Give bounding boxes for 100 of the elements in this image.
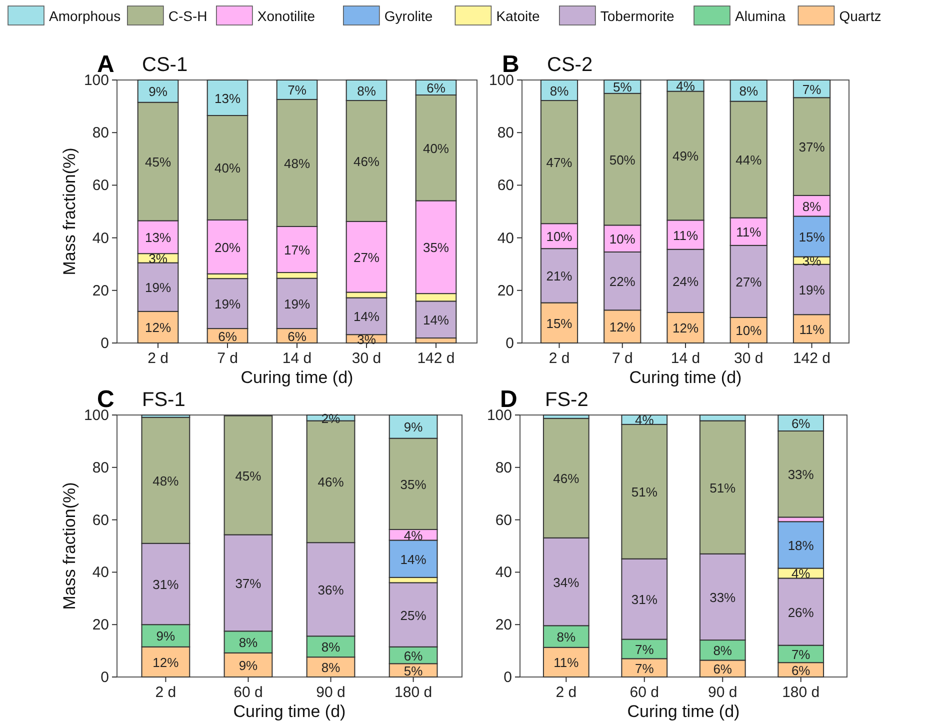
data-label: 9% xyxy=(238,658,258,673)
data-label: 9% xyxy=(404,420,424,435)
data-label: 48% xyxy=(284,156,310,171)
data-label: 15% xyxy=(546,316,573,331)
legend-label: Tobermorite xyxy=(600,8,675,24)
data-label: 19% xyxy=(144,280,172,296)
y-tick-label: 40 xyxy=(495,564,512,582)
data-label: 25% xyxy=(400,608,427,623)
data-label: 37% xyxy=(235,576,262,591)
x-tick-label: 14 d xyxy=(282,350,312,367)
y-tick-label: 80 xyxy=(497,124,514,142)
data-label: 12% xyxy=(672,320,699,336)
legend-label: Alumina xyxy=(735,8,786,24)
data-label: 9% xyxy=(156,628,176,644)
data-label: 11% xyxy=(554,655,580,670)
data-label: 40% xyxy=(422,140,450,156)
data-label: 46% xyxy=(353,154,380,170)
data-label: 17% xyxy=(284,242,310,258)
data-label: 8% xyxy=(321,640,341,655)
data-label: 19% xyxy=(214,296,241,312)
data-label: 7% xyxy=(634,660,654,676)
x-tick-label: 90 d xyxy=(708,684,738,701)
data-label: 4% xyxy=(791,566,811,582)
data-label: 11% xyxy=(736,224,762,240)
y-tick-label: 20 xyxy=(497,282,514,300)
x-axis-title: Curing time (d) xyxy=(233,702,346,721)
data-label: 10% xyxy=(609,232,636,247)
y-tick-label: 80 xyxy=(92,459,109,476)
x-axis-title: Curing time (d) xyxy=(240,368,354,387)
data-label: 6% xyxy=(713,662,732,677)
data-label: 22% xyxy=(609,274,636,290)
data-label: 20% xyxy=(214,240,241,255)
x-tick-label: 142 d xyxy=(792,350,831,367)
x-tick-label: 7 d xyxy=(217,350,238,367)
data-label: 48% xyxy=(152,473,180,488)
data-label: 4% xyxy=(634,412,654,428)
data-label: 47% xyxy=(546,155,573,170)
data-label: 7% xyxy=(288,82,307,98)
data-label: 51% xyxy=(631,484,658,500)
data-label: 12% xyxy=(609,320,636,335)
y-tick-label: 40 xyxy=(92,230,109,247)
data-label: 8% xyxy=(556,630,576,645)
data-label: 31% xyxy=(631,592,658,608)
x-tick-label: 60 d xyxy=(234,684,263,701)
x-tick-label: 14 d xyxy=(670,350,700,367)
data-label: 35% xyxy=(422,240,450,256)
data-label: 37% xyxy=(798,140,826,155)
x-tick-label: 2 d xyxy=(556,684,577,701)
legend-label: Xonotilite xyxy=(257,8,316,24)
y-tick-label: 0 xyxy=(506,335,514,352)
data-label: 6% xyxy=(791,416,811,431)
data-label: 11% xyxy=(799,322,825,337)
data-label: 8% xyxy=(713,643,732,658)
data-label: 13% xyxy=(144,230,172,246)
x-tick-label: 180 d xyxy=(782,684,820,701)
x-tick-label: 30 d xyxy=(352,350,382,367)
y-tick-label: 60 xyxy=(495,512,512,529)
data-label: 7% xyxy=(802,82,822,97)
data-label: 8% xyxy=(321,660,341,676)
data-label: 18% xyxy=(788,538,814,553)
data-label: 40% xyxy=(214,160,241,176)
data-label: 9% xyxy=(148,84,168,100)
data-label: 5% xyxy=(404,663,424,678)
x-tick-label: 60 d xyxy=(630,684,659,701)
y-tick-label: 40 xyxy=(92,564,109,582)
y-tick-label: 60 xyxy=(92,512,109,529)
data-label: 8% xyxy=(802,198,822,214)
x-tick-label: 90 d xyxy=(316,684,346,701)
data-label: 8% xyxy=(238,635,258,650)
data-label: 51% xyxy=(710,480,736,496)
data-label: 45% xyxy=(144,154,172,170)
x-tick-label: 142 d xyxy=(417,350,455,367)
data-label: 46% xyxy=(318,474,344,490)
data-label: 4% xyxy=(676,78,696,94)
legend-label: Gyrolite xyxy=(384,8,433,24)
data-label: 7% xyxy=(634,642,654,657)
x-tick-label: 180 d xyxy=(394,684,432,701)
data-label: 14% xyxy=(422,312,450,328)
data-label: 50% xyxy=(609,152,636,168)
legend-label: Amorphous xyxy=(49,8,121,24)
y-tick-label: 60 xyxy=(92,177,109,194)
x-axis-title: Curing time (d) xyxy=(627,702,740,721)
data-label: 7% xyxy=(791,646,811,662)
data-label: 33% xyxy=(710,590,736,605)
data-label: 21% xyxy=(546,268,573,284)
legend-label: C-S-H xyxy=(168,8,208,24)
data-label: 13% xyxy=(214,90,241,106)
y-tick-label: 0 xyxy=(504,669,512,686)
data-label: 19% xyxy=(284,296,310,312)
x-axis-title: Curing time (d) xyxy=(629,368,742,387)
data-label: 6% xyxy=(288,328,307,344)
y-tick-label: 20 xyxy=(92,282,109,300)
data-label: 6% xyxy=(218,328,238,344)
data-label: 8% xyxy=(550,83,570,98)
data-label: 6% xyxy=(404,648,424,664)
data-label: 24% xyxy=(672,274,699,289)
data-label: 45% xyxy=(235,468,262,484)
data-label: 35% xyxy=(400,476,427,492)
x-tick-label: 30 d xyxy=(734,350,764,367)
data-label: 8% xyxy=(357,83,376,98)
